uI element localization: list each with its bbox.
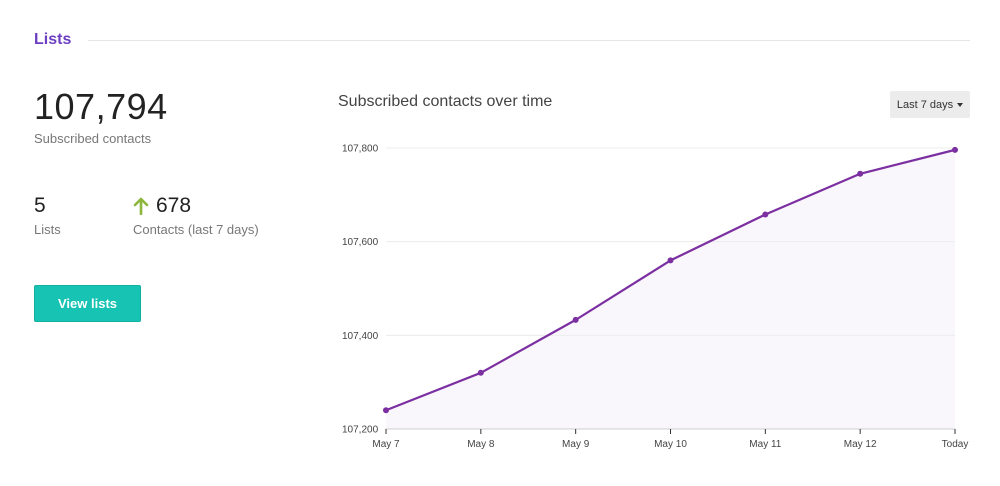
y-tick-label: 107,200 <box>342 425 379 436</box>
data-point <box>572 316 579 323</box>
x-tick-label: May 10 <box>654 439 687 450</box>
series-area <box>386 149 955 429</box>
section-title: Lists <box>34 31 72 48</box>
subscribed-label: Subscribed contacts <box>34 131 152 146</box>
data-point <box>857 170 864 177</box>
y-tick-label: 107,800 <box>342 144 379 155</box>
caret-down-icon <box>957 102 964 107</box>
x-tick-label: May 11 <box>749 439 781 450</box>
x-tick-label: Today <box>942 439 969 450</box>
data-point <box>762 211 769 218</box>
data-point <box>667 257 674 264</box>
y-tick-label: 107,400 <box>342 331 379 342</box>
date-range-label: Last 7 days <box>896 98 954 111</box>
arrow-up-icon <box>133 197 149 216</box>
x-tick-label: May 12 <box>844 439 877 450</box>
lists-label: Lists <box>34 222 61 237</box>
new-contacts-value: 678 <box>156 194 192 217</box>
data-point <box>477 369 484 376</box>
data-point <box>383 407 389 414</box>
chart-title: Subscribed contacts over time <box>338 93 553 110</box>
date-range-dropdown[interactable]: Last 7 days <box>890 91 970 118</box>
new-contacts-label: Contacts (last 7 days) <box>133 222 259 237</box>
x-tick-label: May 8 <box>467 439 495 450</box>
lists-count: 5 <box>34 194 46 217</box>
y-tick-label: 107,600 <box>342 237 379 248</box>
x-tick-label: May 9 <box>562 439 590 450</box>
section-header: Lists <box>34 28 970 52</box>
data-point <box>952 146 958 153</box>
view-lists-button[interactable]: View lists <box>34 285 141 322</box>
subscribed-total: 107,794 <box>34 86 168 127</box>
section-divider <box>88 40 970 41</box>
new-contacts-stat: 678 <box>133 194 191 218</box>
x-tick-label: May 7 <box>372 439 400 450</box>
